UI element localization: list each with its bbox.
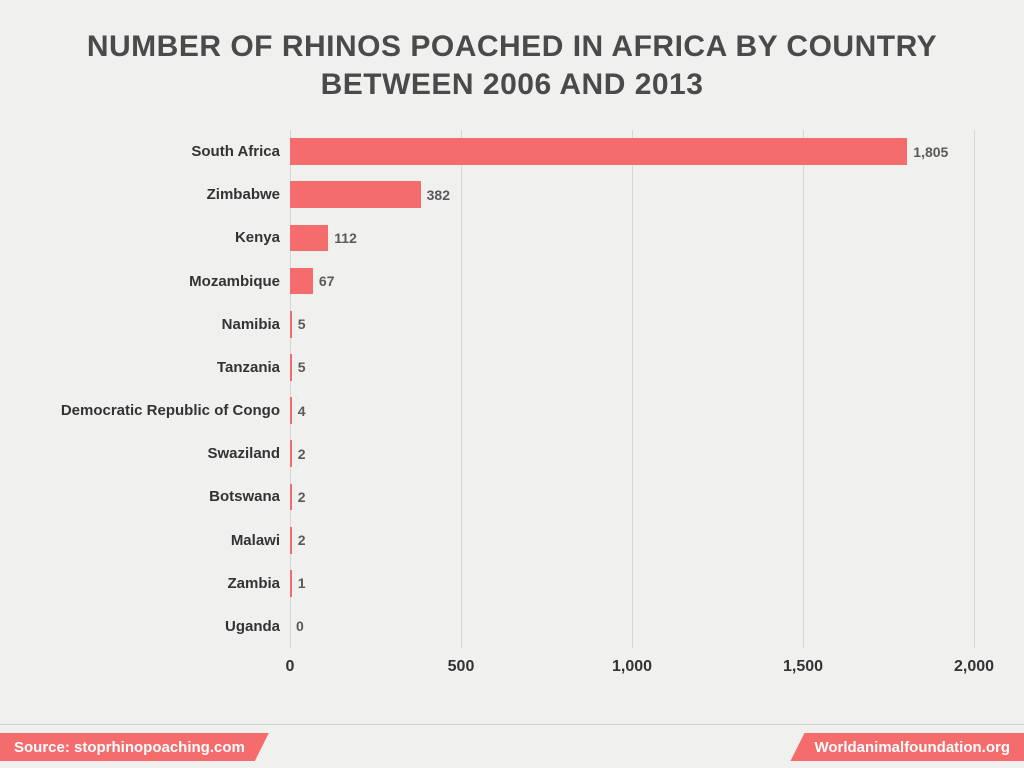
- bar: [290, 268, 313, 295]
- bar-row: Namibia5: [290, 303, 974, 346]
- bar-row: Kenya112: [290, 216, 974, 259]
- bar-row: Swaziland2: [290, 432, 974, 475]
- value-label: 2: [298, 532, 306, 548]
- bar: [290, 225, 328, 252]
- x-tick-label: 1,000: [612, 658, 652, 676]
- x-tick-label: 2,000: [954, 658, 994, 676]
- x-tick-label: 0: [286, 658, 295, 676]
- category-label: Malawi: [231, 532, 290, 549]
- category-label: Zimbabwe: [207, 186, 290, 203]
- chart: South Africa1,805Zimbabwe382Kenya112Moza…: [60, 130, 984, 688]
- value-label: 112: [334, 230, 357, 246]
- value-label: 4: [298, 403, 306, 419]
- value-label: 2: [298, 446, 306, 462]
- bar-row: Uganda0: [290, 605, 974, 648]
- x-axis: 05001,0001,5002,000: [290, 648, 974, 688]
- gridline: [974, 130, 975, 648]
- value-label: 382: [427, 187, 450, 203]
- bar-row: Zambia1: [290, 562, 974, 605]
- bar-row: Mozambique67: [290, 260, 974, 303]
- category-label: Zambia: [227, 575, 290, 592]
- bar-series: South Africa1,805Zimbabwe382Kenya112Moza…: [290, 130, 974, 648]
- category-label: Uganda: [225, 618, 290, 635]
- footer: Source: stoprhinopoaching.com Worldanima…: [0, 724, 1024, 768]
- bar-row: Botswana2: [290, 475, 974, 518]
- bar-row: Zimbabwe382: [290, 173, 974, 216]
- category-label: Kenya: [235, 229, 290, 246]
- value-label: 67: [319, 273, 335, 289]
- x-tick-label: 1,500: [783, 658, 823, 676]
- bar: [290, 527, 292, 554]
- bar: [290, 138, 907, 165]
- value-label: 0: [296, 618, 304, 634]
- x-tick-label: 500: [448, 658, 475, 676]
- category-label: Tanzania: [217, 359, 290, 376]
- source-ribbon: Source: stoprhinopoaching.com: [0, 733, 269, 761]
- bar: [290, 570, 292, 597]
- value-label: 5: [298, 316, 306, 332]
- category-label: Namibia: [222, 316, 290, 333]
- bar-row: Tanzania5: [290, 346, 974, 389]
- category-label: Mozambique: [189, 273, 290, 290]
- bar-row: Democratic Republic of Congo4: [290, 389, 974, 432]
- value-label: 1,805: [913, 144, 948, 160]
- category-label: Botswana: [209, 488, 290, 505]
- bar: [290, 354, 292, 381]
- bar-row: South Africa1,805: [290, 130, 974, 173]
- value-label: 5: [298, 359, 306, 375]
- category-label: South Africa: [191, 143, 290, 160]
- bar: [290, 484, 292, 511]
- bar-row: Malawi2: [290, 519, 974, 562]
- site-ribbon: Worldanimalfoundation.org: [790, 733, 1024, 761]
- chart-title: NUMBER OF RHINOS POACHED IN AFRICA BY CO…: [0, 0, 1024, 115]
- bar: [290, 311, 292, 338]
- bar: [290, 181, 421, 208]
- value-label: 1: [298, 575, 306, 591]
- category-label: Democratic Republic of Congo: [61, 402, 290, 419]
- value-label: 2: [298, 489, 306, 505]
- bar: [290, 440, 292, 467]
- bar: [290, 397, 292, 424]
- category-label: Swaziland: [207, 445, 290, 462]
